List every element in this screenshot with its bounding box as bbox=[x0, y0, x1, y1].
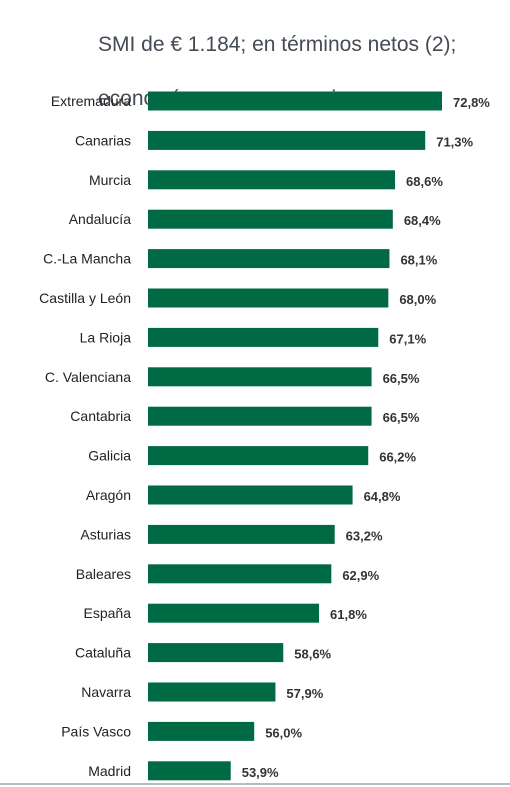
bar bbox=[148, 682, 276, 702]
category-label: Andalucía bbox=[69, 211, 131, 227]
category-label: Navarra bbox=[81, 684, 131, 700]
value-label: 68,6% bbox=[406, 174, 443, 189]
value-label: 56,0% bbox=[265, 725, 302, 740]
value-label: 61,8% bbox=[330, 607, 367, 622]
category-label: País Vasco bbox=[61, 723, 131, 739]
category-label: Baleares bbox=[76, 566, 131, 582]
category-label: Aragón bbox=[86, 487, 131, 503]
bar bbox=[148, 91, 442, 111]
value-label: 58,6% bbox=[294, 647, 331, 662]
bar bbox=[148, 603, 320, 623]
category-label: Cataluña bbox=[75, 645, 131, 661]
value-label: 67,1% bbox=[389, 331, 426, 346]
value-label: 66,5% bbox=[383, 410, 420, 425]
bar bbox=[148, 288, 389, 308]
category-label: Cantabria bbox=[70, 408, 131, 424]
category-label: C.-La Mancha bbox=[43, 251, 131, 267]
value-label: 71,3% bbox=[436, 134, 473, 149]
value-label: 63,2% bbox=[346, 528, 383, 543]
category-label: Galicia bbox=[88, 448, 131, 464]
category-label: Extremadura bbox=[51, 93, 131, 109]
category-label: Asturias bbox=[80, 526, 131, 542]
bar bbox=[148, 209, 393, 229]
chart-title-line-1: SMI de € 1.184; en términos netos (2); bbox=[98, 33, 457, 56]
category-label: Murcia bbox=[89, 172, 131, 188]
category-label: Castilla y León bbox=[39, 290, 131, 306]
category-label: Canarias bbox=[75, 132, 131, 148]
category-label: La Rioja bbox=[80, 329, 132, 345]
bar bbox=[148, 249, 390, 269]
value-label: 64,8% bbox=[364, 489, 401, 504]
bar bbox=[148, 761, 231, 781]
bar bbox=[148, 446, 369, 466]
bar bbox=[148, 643, 284, 663]
value-label: 66,2% bbox=[379, 450, 416, 465]
value-label: 57,9% bbox=[286, 686, 323, 701]
value-label: 62,9% bbox=[342, 568, 379, 583]
category-label: C. Valenciana bbox=[45, 369, 131, 385]
bar bbox=[148, 721, 255, 741]
value-label: 68,4% bbox=[404, 213, 441, 228]
value-label: 68,0% bbox=[399, 292, 436, 307]
category-label: Madrid bbox=[88, 763, 131, 779]
bar bbox=[148, 327, 379, 347]
bar bbox=[148, 170, 396, 190]
bar bbox=[148, 406, 372, 426]
bar bbox=[148, 524, 335, 544]
value-label: 72,8% bbox=[453, 95, 490, 110]
value-label: 66,5% bbox=[383, 371, 420, 386]
bar bbox=[148, 130, 426, 150]
value-label: 68,1% bbox=[400, 253, 437, 268]
bar bbox=[148, 485, 353, 505]
category-label: España bbox=[84, 605, 132, 621]
value-label: 53,9% bbox=[242, 765, 279, 780]
bar bbox=[148, 564, 332, 584]
bottom-divider bbox=[0, 783, 510, 785]
bar bbox=[148, 367, 372, 387]
